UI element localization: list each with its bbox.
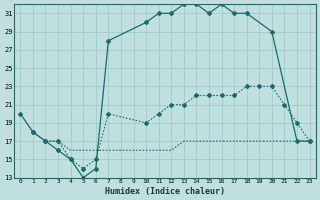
X-axis label: Humidex (Indice chaleur): Humidex (Indice chaleur): [105, 187, 225, 196]
